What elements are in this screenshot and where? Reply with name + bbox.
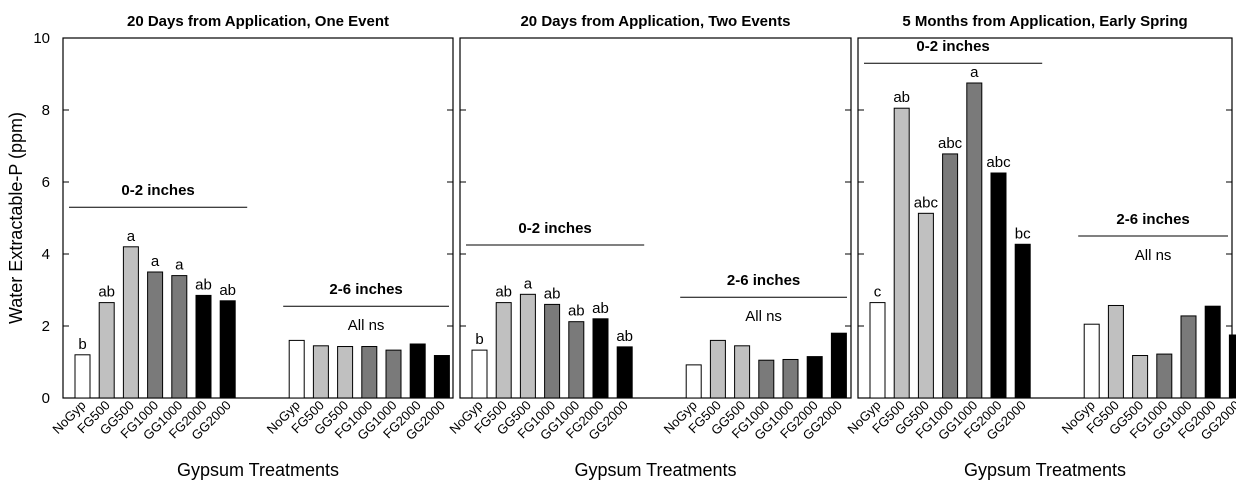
bar-gg1000	[782, 358, 799, 399]
bar-fg2000	[592, 318, 609, 399]
bar-fg1000	[544, 303, 561, 399]
panel-title: 20 Days from Application, Two Events	[520, 13, 790, 30]
x-axis-label: Gypsum Treatments	[177, 460, 339, 480]
panel-frame	[857, 37, 1233, 399]
y-tick-label: 8	[42, 102, 50, 119]
significance-letter: a	[970, 64, 979, 81]
significance-letter: ab	[592, 300, 609, 317]
group-note: All ns	[745, 308, 782, 325]
bar-nogyp	[869, 302, 886, 399]
significance-letter: c	[874, 284, 882, 301]
bar-gg1000	[171, 275, 188, 399]
bar-gg1000	[966, 82, 983, 399]
bar-fg2000	[195, 294, 212, 399]
bar-nogyp	[288, 339, 305, 399]
bar-gg2000	[1014, 243, 1031, 399]
significance-letter: ab	[544, 285, 561, 302]
bar-gg2000	[616, 346, 633, 399]
bar-fg1000	[758, 359, 775, 399]
significance-letter: b	[78, 336, 86, 353]
bar-fg1000	[147, 271, 164, 399]
y-tick-label: 2	[42, 318, 50, 335]
bar-gg500	[519, 293, 536, 399]
significance-letter: a	[151, 253, 160, 270]
bar-gg1000	[568, 321, 585, 399]
significance-letter: ab	[495, 284, 512, 301]
significance-letter: a	[175, 257, 184, 274]
y-tick-label: 10	[33, 30, 50, 47]
y-axis-label: Water Extractable-P (ppm)	[6, 112, 26, 324]
bar-fg2000	[990, 172, 1007, 399]
significance-letter: abc	[986, 154, 1011, 171]
bar-gg500	[734, 345, 751, 399]
bar-gg1000	[1180, 315, 1197, 399]
significance-letter: a	[524, 275, 533, 292]
bar-fg500	[495, 302, 512, 399]
significance-letter: a	[127, 228, 136, 245]
group-label: 2-6 inches	[1116, 211, 1189, 228]
significance-letter: ab	[893, 89, 910, 106]
bar-fg500	[98, 302, 115, 399]
x-axis-label: Gypsum Treatments	[574, 460, 736, 480]
bar-gg2000	[1228, 334, 1236, 399]
bar-fg1000	[361, 346, 378, 399]
significance-letter: ab	[616, 328, 633, 345]
bar-gg2000	[219, 300, 236, 399]
bar-fg1000	[942, 153, 959, 399]
bar-gg500	[917, 212, 934, 399]
significance-letter: b	[475, 331, 483, 348]
bar-fg500	[312, 345, 329, 399]
significance-letter: ab	[219, 282, 236, 299]
panel-title: 20 Days from Application, One Event	[127, 13, 389, 30]
bar-fg500	[709, 339, 726, 399]
significance-letter: ab	[98, 284, 115, 301]
group-label: 2-6 inches	[329, 281, 402, 298]
bar-fg2000	[806, 356, 823, 399]
significance-letter: bc	[1015, 225, 1031, 242]
bar-nogyp	[471, 349, 488, 399]
bar-nogyp	[74, 354, 91, 399]
bar-fg2000	[409, 343, 426, 399]
bar-gg2000	[433, 355, 450, 399]
panel-frame	[62, 37, 454, 399]
panel-frame	[459, 37, 852, 399]
y-tick-label: 6	[42, 174, 50, 191]
bar-gg2000	[830, 332, 847, 399]
panel-title: 5 Months from Application, Early Spring	[902, 13, 1187, 30]
bar-gg1000	[385, 349, 402, 399]
y-tick-label: 4	[42, 246, 50, 263]
group-label: 0-2 inches	[518, 220, 591, 237]
significance-letter: ab	[568, 303, 585, 320]
bar-gg500	[1132, 355, 1149, 399]
bar-fg500	[893, 107, 910, 399]
bar-gg500	[122, 246, 139, 399]
bar-nogyp	[685, 364, 702, 399]
y-tick-label: 0	[42, 390, 50, 407]
group-label: 0-2 inches	[916, 38, 989, 55]
bar-fg500	[1107, 304, 1124, 399]
group-label: 2-6 inches	[727, 272, 800, 289]
bar-nogyp	[1083, 323, 1100, 399]
group-note: All ns	[1135, 247, 1172, 264]
significance-letter: abc	[938, 135, 963, 152]
bar-fg1000	[1156, 353, 1173, 399]
significance-letter: abc	[914, 194, 939, 211]
group-label: 0-2 inches	[121, 182, 194, 199]
x-axis-label: Gypsum Treatments	[964, 460, 1126, 480]
group-note: All ns	[348, 317, 385, 334]
bar-fg2000	[1204, 305, 1221, 399]
bar-gg500	[337, 346, 354, 399]
significance-letter: ab	[195, 276, 212, 293]
